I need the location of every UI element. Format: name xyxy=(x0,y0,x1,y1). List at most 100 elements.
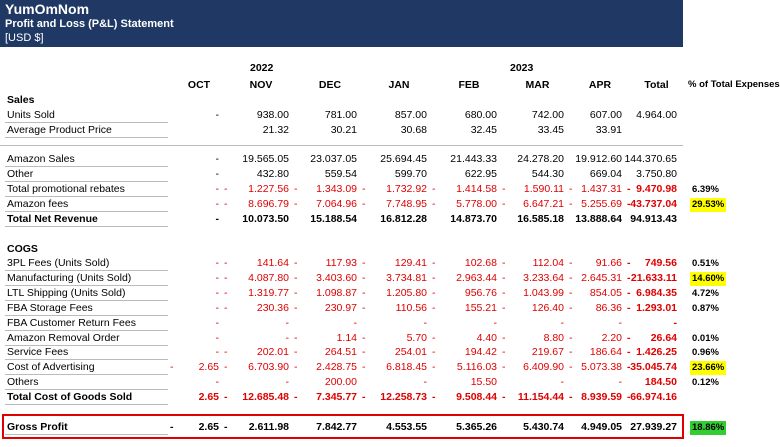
sign: - xyxy=(224,346,228,359)
amount: 16.585.18 xyxy=(517,212,564,225)
value-cell: - 1.205.80 xyxy=(360,286,427,300)
amount: 3.233.64 xyxy=(523,272,564,285)
sign: - xyxy=(627,197,631,210)
value-cell: - xyxy=(168,167,220,181)
value-cell: - 3.233.64 xyxy=(500,271,564,285)
amount: - xyxy=(215,331,220,344)
amount: 19.565.05 xyxy=(242,153,289,166)
value-cell: - 2.65 xyxy=(168,360,219,374)
sign: - xyxy=(362,287,366,300)
column-header: JAN xyxy=(388,79,410,91)
value-cell: - xyxy=(500,375,565,389)
value-cell: 200.00 xyxy=(292,375,357,389)
amount: 219.67 xyxy=(531,346,564,359)
amount: 749.56 xyxy=(644,257,677,270)
value-cell: 781.00 xyxy=(292,108,357,122)
sign: - xyxy=(627,346,631,359)
value-cell: 3.750.80 xyxy=(625,167,677,181)
amount: 938.00 xyxy=(256,108,289,121)
amount: - xyxy=(215,153,220,166)
amount: 21.32 xyxy=(262,123,289,136)
amount: 5.116.03 xyxy=(456,361,497,374)
percent: 0.96% xyxy=(692,347,719,359)
amount: 94.913.43 xyxy=(630,212,677,225)
sign: - xyxy=(569,183,573,196)
value-cell: - xyxy=(360,316,428,330)
amount: 432.80 xyxy=(256,168,289,181)
amount: 25.694.45 xyxy=(380,153,427,166)
sign: - xyxy=(170,420,174,433)
amount: 742.00 xyxy=(531,108,564,121)
value-cell: - 102.68 xyxy=(430,256,497,270)
sign: - xyxy=(224,361,228,374)
value-cell: -2.645.31 xyxy=(567,271,622,285)
value-cell: - 6.818.45 xyxy=(360,360,427,374)
amount: 1.293.01 xyxy=(636,301,677,314)
value-cell: - xyxy=(168,182,220,196)
amount: 16.812.28 xyxy=(380,212,427,225)
amount: - xyxy=(215,301,220,314)
value-cell: - xyxy=(222,375,290,389)
value-cell: 15.50 xyxy=(430,375,497,389)
value-cell: - xyxy=(168,375,220,389)
amount: 14.873.70 xyxy=(450,212,497,225)
sign: - xyxy=(294,391,298,403)
value-cell: 33.91 xyxy=(567,123,622,137)
amount: 66.974.16 xyxy=(630,391,677,403)
row-label: Others xyxy=(5,375,168,391)
value-cell: - 1.043.99 xyxy=(500,286,564,300)
sign: - xyxy=(627,272,631,285)
value-cell: 559.54 xyxy=(292,167,357,181)
value-cell: 13.888.64 xyxy=(567,212,622,226)
value-cell: - 9.508.44 xyxy=(430,390,497,404)
value-cell: 4.964.00 xyxy=(625,108,677,122)
sign: - xyxy=(627,257,631,270)
value-cell: 94.913.43 xyxy=(625,212,677,226)
value-cell: - 956.76 xyxy=(430,286,497,300)
amount: 10.073.50 xyxy=(242,212,289,225)
amount: - xyxy=(560,316,565,329)
value-cell: - xyxy=(168,345,220,359)
amount: 2.963.44 xyxy=(456,272,497,285)
value-cell: 5.430.74 xyxy=(500,420,564,434)
percent: 0.12% xyxy=(692,377,719,389)
highlight-box xyxy=(2,413,684,439)
sign: - xyxy=(569,301,573,314)
value-cell: 32.45 xyxy=(430,123,497,137)
amount: - xyxy=(618,376,623,389)
amount: 15.188.54 xyxy=(310,212,357,225)
value-cell: - 155.21 xyxy=(430,301,497,315)
amount: 1.098.87 xyxy=(316,287,357,300)
sign: - xyxy=(502,183,506,196)
value-cell: - 7.748.95 xyxy=(360,197,427,211)
row-label: Total promotional rebates xyxy=(5,182,168,198)
value-cell: - 91.66 xyxy=(567,256,622,270)
sign: - xyxy=(294,287,298,300)
amount: 2.65 xyxy=(198,361,219,374)
sign: - xyxy=(432,287,436,300)
value-cell: 669.04 xyxy=(567,167,622,181)
amount: 1.343.09 xyxy=(316,183,357,196)
report-title: Profit and Loss (P&L) Statement xyxy=(5,18,174,30)
amount: 669.04 xyxy=(589,168,622,181)
amount: 599.70 xyxy=(394,168,427,181)
sign: - xyxy=(224,272,228,285)
sign: - xyxy=(362,183,366,196)
sign: - xyxy=(627,301,631,314)
sign: - xyxy=(294,272,298,285)
sign: - xyxy=(224,420,228,433)
row-label: Total Net Revenue xyxy=(5,212,168,227)
value-cell: - 254.01 xyxy=(360,345,427,359)
value-cell: -66.974.16 xyxy=(625,390,677,404)
sign: - xyxy=(432,301,436,314)
value-cell: -21.633.11 xyxy=(625,271,677,285)
amount: 8.939.59 xyxy=(581,391,622,403)
amount: 112.04 xyxy=(532,257,564,270)
value-cell: -9.470.98 xyxy=(625,182,677,196)
value-cell: 432.80 xyxy=(222,167,289,181)
value-cell: 680.00 xyxy=(430,108,497,122)
value-cell: - xyxy=(430,316,498,330)
value-cell: - 1.098.87 xyxy=(292,286,357,300)
value-cell: - 230.36 xyxy=(222,301,289,315)
